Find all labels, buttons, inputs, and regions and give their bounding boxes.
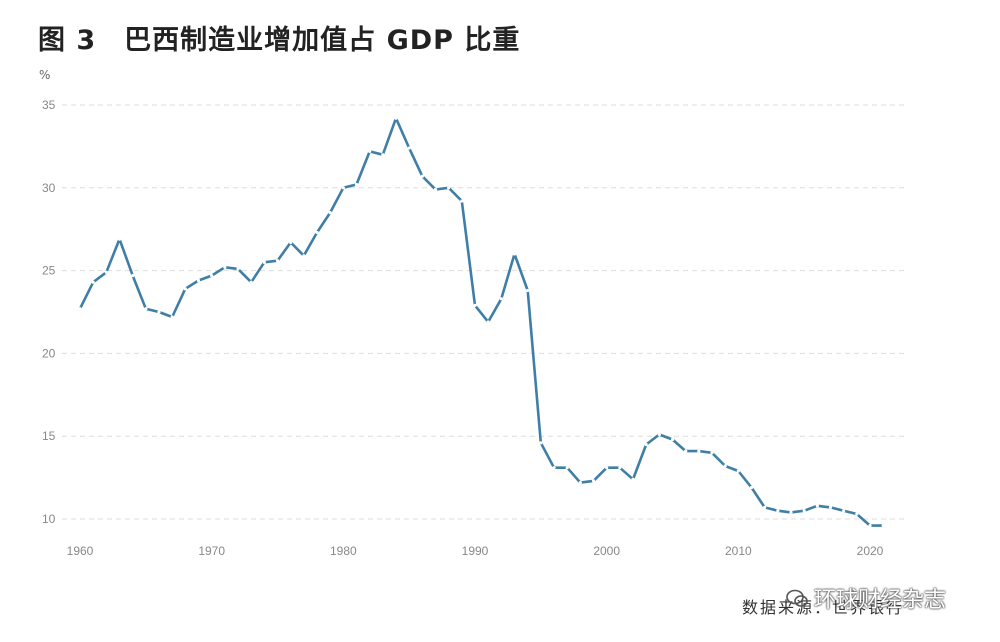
data-point bbox=[407, 146, 411, 150]
data-point bbox=[539, 441, 543, 445]
data-point bbox=[144, 307, 148, 311]
data-point bbox=[289, 240, 293, 245]
data-point bbox=[697, 449, 701, 453]
chat-bubble-icon bbox=[786, 589, 808, 607]
chart-title: 图 3 巴西制造业增加值占 GDP 比重 bbox=[38, 25, 521, 56]
data-point bbox=[157, 310, 161, 314]
source-note: 数据来源：世界银行 bbox=[742, 598, 905, 617]
data-point bbox=[565, 466, 569, 470]
data-point bbox=[763, 505, 767, 510]
data-point bbox=[341, 186, 345, 190]
data-point bbox=[249, 280, 253, 284]
y-tick-label: 25 bbox=[42, 264, 56, 278]
x-tick-label: 1960 bbox=[67, 544, 94, 558]
x-tick-label: 2000 bbox=[593, 544, 620, 558]
y-axis-unit-label: % bbox=[39, 68, 51, 82]
data-point bbox=[117, 237, 122, 241]
data-point bbox=[196, 278, 201, 283]
watermark-text: 环球财经杂志 bbox=[814, 588, 947, 613]
data-point bbox=[526, 288, 530, 293]
data-point bbox=[618, 466, 622, 470]
data-point bbox=[736, 469, 740, 473]
data-point bbox=[447, 186, 451, 190]
y-tick-label: 30 bbox=[42, 181, 56, 195]
data-point bbox=[262, 260, 266, 264]
x-axis-ticks: 1960 1970 1980 1990 2000 2010 2020 bbox=[67, 544, 884, 558]
data-point bbox=[91, 280, 95, 284]
data-point bbox=[802, 509, 806, 513]
data-point bbox=[842, 509, 846, 513]
data-point bbox=[578, 480, 582, 485]
data-point bbox=[104, 270, 108, 274]
data-point bbox=[131, 273, 135, 278]
data-point bbox=[749, 485, 754, 490]
data-point bbox=[354, 182, 359, 187]
y-tick-label: 35 bbox=[42, 98, 56, 112]
grid-lines bbox=[62, 104, 905, 520]
data-point bbox=[631, 477, 635, 481]
watermark: 环球财经杂志 bbox=[786, 582, 946, 614]
data-point bbox=[381, 153, 385, 157]
data-point bbox=[723, 464, 727, 468]
data-point bbox=[776, 509, 780, 513]
data-point bbox=[855, 512, 859, 516]
data-point bbox=[328, 211, 332, 215]
y-tick-label: 20 bbox=[42, 346, 56, 360]
data-point bbox=[394, 116, 398, 120]
data-point bbox=[183, 287, 187, 291]
y-tick-label: 15 bbox=[42, 429, 56, 443]
data-point bbox=[499, 297, 503, 301]
data-point bbox=[473, 303, 477, 307]
data-point bbox=[552, 466, 556, 470]
data-point bbox=[275, 259, 280, 263]
data-point bbox=[223, 265, 227, 269]
data-point bbox=[210, 273, 214, 278]
data-point bbox=[644, 442, 648, 447]
data-point bbox=[868, 524, 872, 528]
data-point bbox=[605, 466, 609, 470]
y-tick-label: 10 bbox=[42, 512, 56, 526]
data-point bbox=[710, 451, 714, 455]
data-point bbox=[828, 505, 833, 510]
data-point bbox=[433, 187, 438, 192]
data-point bbox=[684, 449, 688, 453]
y-axis-ticks: 10 15 20 25 30 35 bbox=[42, 98, 56, 526]
data-point bbox=[420, 174, 424, 178]
data-point bbox=[815, 504, 819, 508]
data-point bbox=[368, 149, 372, 153]
data-point bbox=[78, 307, 82, 311]
data-point bbox=[591, 479, 596, 483]
x-tick-label: 1990 bbox=[462, 544, 489, 558]
x-tick-label: 1980 bbox=[330, 544, 357, 558]
data-point bbox=[302, 254, 306, 258]
x-tick-label: 2010 bbox=[725, 544, 752, 558]
data-point bbox=[236, 267, 240, 271]
data-point bbox=[460, 199, 464, 203]
x-tick-label: 1970 bbox=[198, 544, 225, 558]
data-point bbox=[881, 524, 885, 528]
x-tick-label: 2020 bbox=[857, 544, 884, 558]
data-point bbox=[486, 320, 490, 324]
data-point bbox=[670, 437, 675, 442]
series-line bbox=[78, 116, 885, 527]
data-point bbox=[170, 315, 174, 319]
data-point bbox=[789, 510, 793, 514]
data-point bbox=[657, 432, 661, 437]
data-series bbox=[78, 116, 885, 528]
data-point bbox=[315, 230, 319, 235]
data-point bbox=[512, 252, 517, 256]
